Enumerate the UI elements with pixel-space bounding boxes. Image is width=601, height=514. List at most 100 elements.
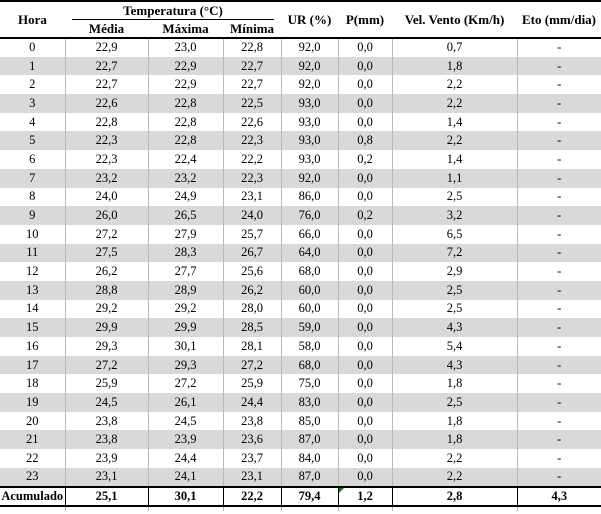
cell-vel-vento[interactable]: 2,9 [391,262,517,281]
cell-p[interactable]: 0,0 [337,280,392,300]
cell-hora[interactable]: 6 [0,150,65,169]
cell-hora[interactable]: 2 [0,75,65,95]
cell-vel-vento[interactable]: 2,5 [391,393,517,412]
cell-eto[interactable]: - [516,187,601,207]
cell-p[interactable]: 0,0 [337,112,392,132]
cell-media[interactable]: 29,3 [64,337,148,356]
acumulado-eto[interactable]: 4,3 [516,485,601,507]
cell-ur[interactable]: 86,0 [280,187,338,207]
cell-maxima[interactable]: 22,8 [147,112,223,132]
cell-hora[interactable]: 23 [0,467,65,487]
cell-maxima[interactable]: 29,2 [147,299,223,319]
cell-ur[interactable]: 59,0 [280,318,338,337]
cell-media[interactable]: 22,8 [64,112,148,132]
cell-vel-vento[interactable]: 1,1 [391,168,517,188]
cell-minima[interactable]: 23,6 [222,430,281,450]
cell-eto[interactable]: - [516,150,601,169]
cell-ur[interactable]: 68,0 [280,355,338,375]
cell-vel-vento[interactable]: 1,8 [391,430,517,450]
cell-eto[interactable]: - [516,224,601,244]
cell-media[interactable]: 27,2 [64,224,148,244]
cell-eto[interactable]: - [516,131,601,151]
cell-vel-vento[interactable]: 1,8 [391,56,517,76]
cell-p[interactable]: 0,0 [337,243,392,263]
cell-media[interactable]: 23,1 [64,467,148,487]
cell-vel-vento[interactable]: 1,8 [391,374,517,394]
cell-ur[interactable]: 76,0 [280,206,338,225]
cell-maxima[interactable]: 24,9 [147,187,223,207]
acumulado-label[interactable]: Acumulado [0,485,65,507]
cell-minima[interactable]: 22,3 [222,168,281,188]
cell-minima[interactable]: 23,8 [222,411,281,431]
cell-maxima[interactable]: 26,5 [147,206,223,225]
cell-p[interactable]: 0,8 [337,131,392,151]
cell-maxima[interactable]: 24,1 [147,467,223,487]
header-vel-vento[interactable]: Vel. Vento (Km/h) [392,1,517,39]
cell-vel-vento[interactable]: 3,2 [391,206,517,225]
cell-vel-vento[interactable]: 1,4 [391,112,517,132]
cell-hora[interactable]: 18 [0,374,65,394]
cell-vel-vento[interactable]: 2,5 [391,187,517,207]
cell-media[interactable]: 23,2 [64,168,148,188]
cell-vel-vento[interactable]: 2,5 [391,299,517,319]
cell-eto[interactable]: - [516,299,601,319]
acumulado-maxima[interactable]: 30,1 [147,485,223,507]
cell-ur[interactable]: 93,0 [280,112,338,132]
cell-media[interactable]: 22,3 [64,150,148,169]
cell-minima[interactable]: 24,4 [222,393,281,412]
header-eto[interactable]: Eto (mm/dia) [517,1,601,39]
cell-p[interactable]: 0,0 [337,75,392,95]
cell-media[interactable]: 27,2 [64,355,148,375]
cell-minima[interactable]: 23,1 [222,467,281,487]
cell-media[interactable]: 26,0 [64,206,148,225]
cell-eto[interactable]: - [516,430,601,450]
cell-ur[interactable]: 75,0 [280,374,338,394]
cell-media[interactable]: 24,0 [64,187,148,207]
cell-vel-vento[interactable]: 2,2 [391,449,517,468]
cell-maxima[interactable]: 29,3 [147,355,223,375]
cell-minima[interactable]: 22,7 [222,56,281,76]
cell-eto[interactable]: - [516,94,601,113]
cell-minima[interactable]: 24,0 [222,206,281,225]
cell-minima[interactable]: 28,0 [222,299,281,319]
cell-ur[interactable]: 58,0 [280,337,338,356]
cell-p[interactable]: 0,0 [337,374,392,394]
cell-maxima[interactable]: 24,5 [147,411,223,431]
cell-eto[interactable]: - [516,206,601,225]
cell-eto[interactable]: - [516,56,601,76]
cell-minima[interactable]: 27,2 [222,355,281,375]
cell-media[interactable]: 29,2 [64,299,148,319]
cell-minima[interactable]: 22,3 [222,131,281,151]
cell-maxima[interactable]: 22,9 [147,56,223,76]
cell-minima[interactable]: 25,7 [222,224,281,244]
cell-maxima[interactable]: 27,2 [147,374,223,394]
cell-ur[interactable]: 93,0 [280,150,338,169]
cell-maxima[interactable]: 23,2 [147,168,223,188]
acumulado-ur[interactable]: 79,4 [280,485,338,507]
cell-minima[interactable]: 23,7 [222,449,281,468]
cell-eto[interactable]: - [516,337,601,356]
cell-p[interactable]: 0,0 [337,56,392,76]
cell-media[interactable]: 23,8 [64,430,148,450]
cell-vel-vento[interactable]: 1,4 [391,150,517,169]
cell-eto[interactable]: - [516,280,601,300]
cell-maxima[interactable]: 28,3 [147,243,223,263]
cell-media[interactable]: 24,5 [64,393,148,412]
cell-p[interactable]: 0,0 [337,94,392,113]
cell-hora[interactable]: 22 [0,449,65,468]
cell-maxima[interactable]: 26,1 [147,393,223,412]
cell-media[interactable]: 22,9 [64,38,148,57]
cell-vel-vento[interactable]: 0,7 [391,38,517,57]
cell-vel-vento[interactable]: 6,5 [391,224,517,244]
cell-maxima[interactable]: 22,8 [147,94,223,113]
cell-ur[interactable]: 93,0 [280,94,338,113]
header-temperatura-group[interactable]: Temperatura (°C) [65,1,281,20]
cell-hora[interactable]: 19 [0,393,65,412]
cell-eto[interactable]: - [516,38,601,57]
cell-p[interactable]: 0,2 [337,150,392,169]
cell-p[interactable]: 0,0 [337,467,392,487]
cell-maxima[interactable]: 27,9 [147,224,223,244]
acumulado-minima[interactable]: 22,2 [222,485,281,507]
cell-eto[interactable]: - [516,318,601,337]
cell-minima[interactable]: 22,2 [222,150,281,169]
